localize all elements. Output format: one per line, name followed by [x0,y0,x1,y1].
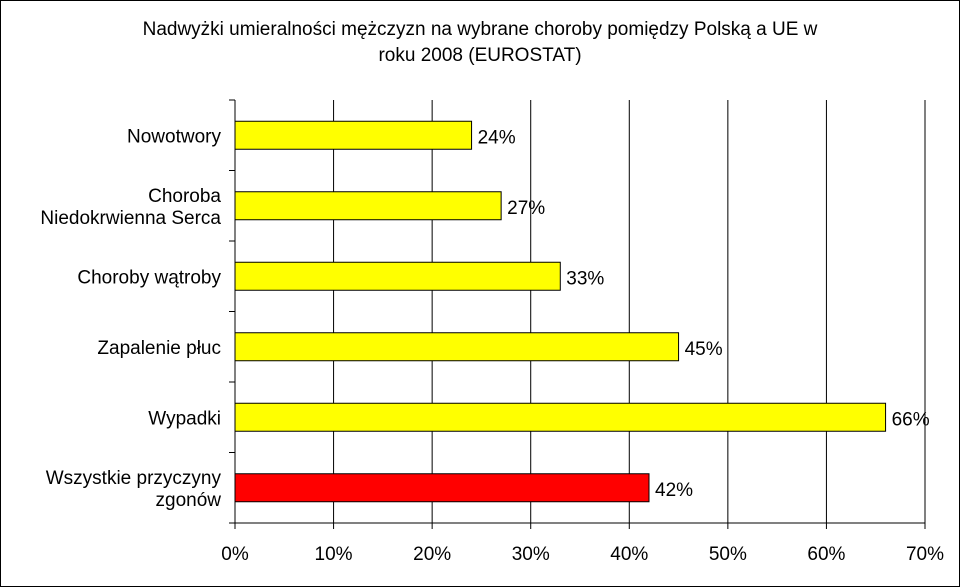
data-label: 33% [566,268,604,289]
category-label: Wszystkie przyczyny [46,468,222,489]
x-tick-label: 20% [413,544,451,565]
x-tick-label: 10% [315,544,353,565]
x-tick-label: 0% [221,544,249,565]
category-label: Choroby wątroby [77,267,221,288]
bar [234,473,650,503]
category-label: Zapalenie płuc [97,338,221,359]
labels: 0% 10% 20% 30% 40% 50% 60% 70% 24% Nowotwory 27% Ch… [40,126,944,565]
data-label: 42% [655,480,693,501]
bar [234,191,502,221]
category-label: Choroba [148,186,221,207]
data-label: 24% [478,127,516,148]
x-tick-label: 60% [807,544,845,565]
x-tick-label: 30% [512,544,550,565]
category-label: zgonów [156,490,222,511]
axes [229,99,926,529]
bars [234,120,887,503]
x-tick-label: 40% [610,544,648,565]
chart-title-line-1: Nadwyżki umieralności mężczyzn na wybran… [142,19,818,40]
data-label: 27% [507,198,545,219]
data-label: 66% [892,409,930,430]
x-tick-label: 70% [906,544,944,565]
gridlines [333,100,926,523]
data-label: 45% [685,339,723,360]
bar [234,120,473,150]
category-label: Nowotwory [127,126,221,147]
bar [234,402,887,432]
bar [234,261,561,291]
chart-title-line-2: roku 2008 (EUROSTAT) [378,45,582,66]
category-label: Wypadki [148,408,221,429]
category-label: Niedokrwienna Serca [40,208,221,229]
x-tick-label: 50% [709,544,747,565]
bar [234,332,680,362]
